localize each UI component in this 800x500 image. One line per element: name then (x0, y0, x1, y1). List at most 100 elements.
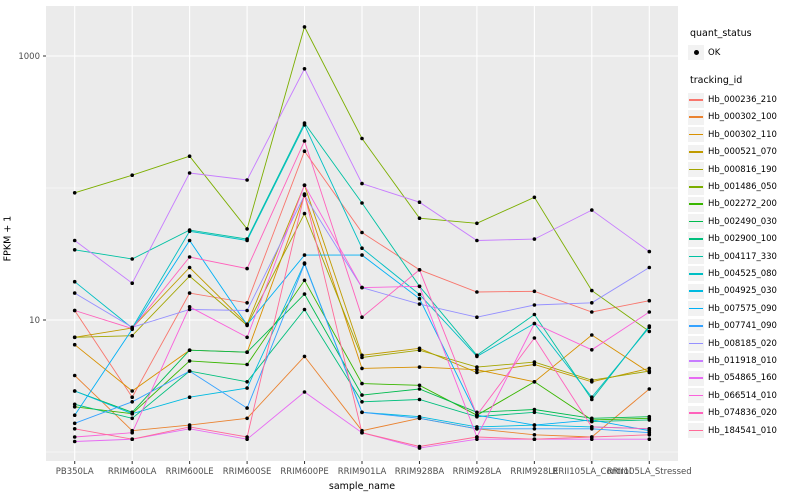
legend-item-Hb_004117_330: Hb_004117_330 (688, 248, 798, 265)
data-point (417, 296, 422, 301)
data-point (130, 430, 134, 435)
data-point (187, 348, 192, 353)
legend-item-label: Hb_011918_010 (708, 355, 777, 366)
legend-item-Hb_007741_090: Hb_007741_090 (688, 317, 798, 334)
data-point (360, 393, 364, 397)
data-point (72, 421, 77, 426)
line-key-icon (688, 196, 704, 212)
legend-item-label: Hb_004925_030 (708, 286, 777, 297)
data-point (475, 413, 479, 418)
data-point (72, 405, 77, 409)
legend-item-Hb_066514_010: Hb_066514_010 (688, 387, 798, 404)
data-point (417, 416, 422, 421)
data-point (532, 437, 537, 442)
legend-item-Hb_000521_070: Hb_000521_070 (688, 144, 798, 161)
data-point (130, 416, 134, 421)
data-point (302, 149, 307, 153)
data-point (245, 362, 249, 367)
legend-item-label: Hb_001486_050 (708, 182, 777, 193)
data-point (647, 249, 652, 254)
data-point (360, 201, 364, 205)
data-point (245, 350, 249, 355)
x-tick-label: RRIM928LA (453, 467, 502, 477)
data-point (130, 395, 134, 400)
data-point (245, 406, 249, 410)
legend-item-Hb_000302_110: Hb_000302_110 (688, 126, 798, 143)
line-key-icon (688, 162, 704, 178)
x-tick-label: RRIM928BA (395, 467, 445, 477)
data-point (360, 381, 364, 386)
y-axis-title: FPKM + 1 (2, 215, 14, 262)
legend-item-Hb_002490_030: Hb_002490_030 (688, 213, 798, 230)
data-point (590, 418, 594, 422)
legend: quant_status OK tracking_id Hb_000236_21… (688, 28, 798, 439)
data-point (72, 335, 77, 340)
data-point (302, 390, 307, 394)
data-point (245, 308, 249, 313)
legend-item-label: Hb_004525_080 (708, 268, 777, 279)
line-key-icon (688, 388, 704, 404)
data-point (130, 257, 134, 261)
data-point (360, 430, 364, 435)
data-point (245, 227, 249, 231)
data-point (72, 373, 77, 378)
data-point (245, 238, 249, 243)
data-point (360, 253, 364, 257)
data-point (72, 279, 77, 284)
data-point (302, 123, 307, 127)
data-point (647, 433, 652, 437)
legend-title-tracking-id: tracking_id (690, 75, 743, 87)
data-point (647, 418, 652, 422)
data-point (360, 136, 364, 141)
line-key-icon (688, 353, 704, 369)
data-point (590, 395, 594, 400)
data-point (302, 67, 307, 71)
x-tick-label: PB350LA (56, 467, 94, 477)
data-point (532, 410, 537, 415)
line-key-icon (688, 405, 704, 421)
legend-item-label: Hb_000816_190 (708, 164, 777, 175)
line-key-icon (688, 144, 704, 160)
data-point (245, 266, 249, 271)
data-point (475, 290, 479, 294)
data-point (245, 435, 249, 439)
data-point (130, 173, 134, 177)
data-point (187, 255, 192, 259)
data-point (590, 208, 594, 212)
line-key-icon (688, 318, 704, 334)
data-point (417, 268, 422, 272)
data-point (647, 366, 652, 371)
legend-quant-items: OK (688, 44, 798, 61)
legend-item-quant: OK (688, 44, 798, 61)
x-tick-label: RRIM901LA (338, 467, 387, 477)
data-point (532, 237, 537, 241)
data-point (72, 413, 77, 418)
data-point (187, 154, 192, 158)
data-point (532, 407, 537, 412)
data-point (360, 355, 364, 360)
line-key-icon (688, 231, 704, 247)
data-point (590, 288, 594, 293)
data-point (302, 139, 307, 143)
x-tick-label: RRII105LA_Control (552, 467, 631, 477)
data-point (590, 348, 594, 352)
data-point (532, 360, 537, 364)
data-point (532, 321, 537, 326)
legend-item-Hb_004525_080: Hb_004525_080 (688, 265, 798, 282)
legend-item-Hb_007575_090: Hb_007575_090 (688, 300, 798, 317)
data-point (130, 326, 134, 331)
data-point (475, 354, 479, 359)
data-point (187, 274, 192, 278)
data-point (532, 423, 537, 427)
line-key-icon (688, 109, 704, 125)
legend-item-label: Hb_004117_330 (708, 251, 777, 262)
line-key-icon (688, 92, 704, 108)
data-point (475, 435, 479, 439)
data-point (360, 410, 364, 415)
data-point (532, 433, 537, 437)
y-tick-label: 10 (29, 316, 40, 326)
data-point (647, 427, 652, 431)
legend-item-label: Hb_007741_090 (708, 321, 777, 332)
data-point (187, 305, 192, 309)
